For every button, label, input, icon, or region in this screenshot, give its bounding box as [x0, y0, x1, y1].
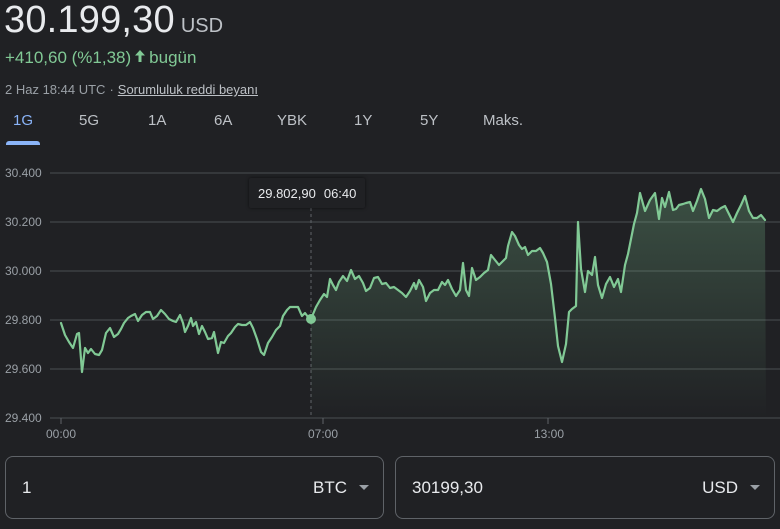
y-tick-label: 30.200: [5, 215, 42, 229]
timestamp: 2 Haz 18:44 UTC: [5, 82, 106, 97]
tab-6a[interactable]: 6A: [214, 112, 233, 129]
dropdown-caret-icon[interactable]: [359, 485, 369, 490]
x-tick-label: 00:00: [45, 427, 77, 441]
price-chart[interactable]: [0, 0, 780, 450]
converter-from: 1 BTC: [5, 456, 384, 519]
dropdown-caret-icon[interactable]: [750, 485, 760, 490]
tab-maks[interactable]: Maks.: [483, 112, 524, 129]
tab-1a[interactable]: 1A: [148, 112, 167, 129]
price-currency: USD: [180, 15, 224, 37]
area-fill: [311, 189, 766, 418]
tab-5g[interactable]: 5G: [79, 112, 100, 129]
x-tick-label: 13:00: [533, 427, 565, 441]
y-tick-label: 29.800: [5, 313, 42, 327]
tab-5y[interactable]: 5Y: [420, 112, 439, 129]
tooltip-time: 06:40: [323, 185, 357, 201]
from-amount-input[interactable]: 1: [22, 477, 32, 497]
price-meta: 2 Haz 18:44 UTC · Sorumluluk reddi beyanı: [5, 82, 258, 97]
separator: ·: [109, 82, 114, 97]
hover-point: [306, 314, 316, 324]
y-tick-label: 29.600: [5, 362, 42, 376]
price-change: +410,60 (%1,38) bugün: [5, 48, 196, 68]
y-tick-label: 30.000: [5, 264, 42, 278]
to-unit-select[interactable]: USD: [702, 477, 738, 497]
to-amount-input[interactable]: 30199,30: [412, 477, 483, 497]
change-period: bugün: [149, 48, 197, 67]
chart-tooltip: 29.802,90 06:40: [249, 178, 366, 208]
tab-ybk[interactable]: YBK: [277, 112, 308, 129]
y-tick-label: 29.400: [5, 411, 42, 425]
tooltip-value: 29.802,90: [258, 185, 316, 201]
disclaimer-link[interactable]: Sorumluluk reddi beyanı: [117, 82, 258, 97]
from-unit-select[interactable]: BTC: [313, 477, 347, 497]
tab-1y[interactable]: 1Y: [354, 112, 373, 129]
y-tick-label: 30.400: [5, 166, 42, 180]
converter-to: 30199,30 USD: [395, 456, 775, 519]
change-value: +410,60 (%1,38): [5, 48, 132, 67]
price-header: 30.199,30 USD: [4, 0, 223, 40]
price-line: [59, 187, 767, 374]
current-price: 30.199,30: [4, 0, 175, 41]
x-tick-label: 07:00: [307, 427, 339, 441]
tab-1g[interactable]: 1G: [5, 112, 41, 145]
x-ticks: [60, 418, 549, 424]
arrow-up-icon: [134, 49, 146, 68]
